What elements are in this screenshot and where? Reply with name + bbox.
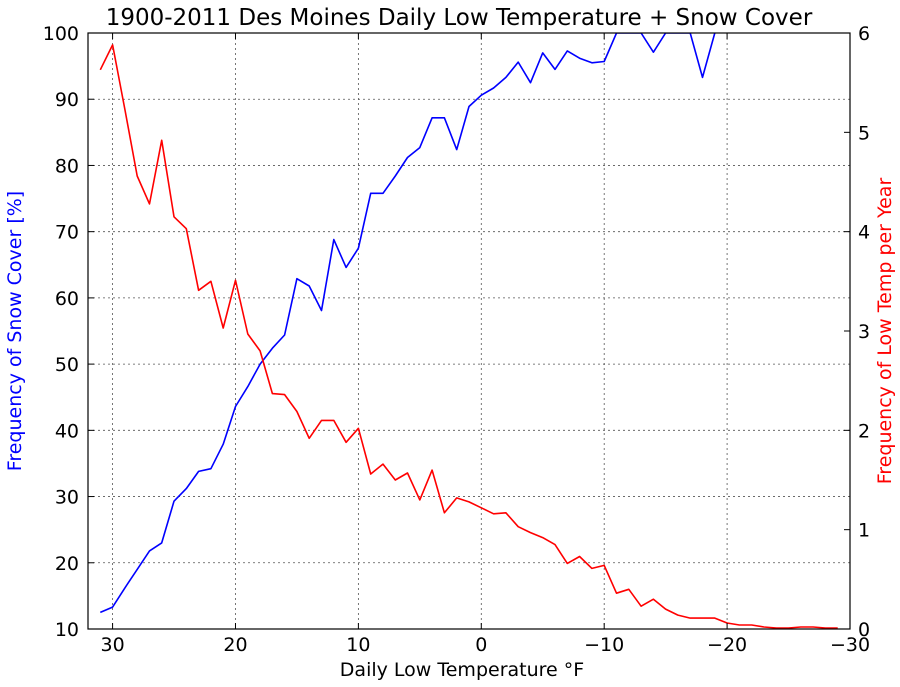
y-right-tick-label: 3: [858, 321, 870, 343]
x-tick-label: 30: [100, 634, 124, 656]
y-right-tick-label: 5: [858, 122, 870, 144]
y-axis-right-label: Frequency of Low Temp per Year: [874, 178, 896, 485]
y-right-tick-label: 6: [858, 23, 870, 45]
x-tick-label: −30: [830, 634, 870, 656]
y-left-tick-label: 60: [55, 288, 79, 310]
y-left-tick-label: 10: [55, 619, 79, 641]
y-left-tick-label: 70: [55, 222, 79, 244]
x-tick-label: −10: [584, 634, 624, 656]
y-right-tick-label: 4: [858, 222, 870, 244]
low-temp-frequency-line: [99, 44, 838, 629]
snow-cover-frequency-line: [99, 33, 716, 614]
y-axis-left-label: Frequency of Snow Cover [%]: [4, 191, 26, 471]
y-left-tick-label: 40: [55, 420, 79, 442]
y-left-tick-label: 30: [55, 487, 79, 509]
x-axis-label: Daily Low Temperature °F: [340, 659, 584, 681]
y-left-tick-label: 100: [43, 23, 79, 45]
y-right-tick-label: 0: [858, 619, 870, 641]
tick-labels: 30 20 10 0 −10 −20 −30102030405060708090100012…: [43, 23, 870, 656]
x-tick-label: 0: [475, 634, 487, 656]
series-lines: [99, 33, 838, 629]
tick-marks: [88, 32, 851, 630]
y-left-tick-label: 20: [55, 553, 79, 575]
x-tick-label: 10: [346, 634, 370, 656]
y-left-tick-label: 90: [55, 89, 79, 111]
y-left-tick-label: 80: [55, 155, 79, 177]
y-right-tick-label: 1: [858, 520, 870, 542]
x-tick-label: 20: [223, 634, 247, 656]
y-left-tick-label: 50: [55, 354, 79, 376]
y-right-tick-label: 2: [858, 420, 870, 442]
chart-title: 1900-2011 Des Moines Daily Low Temperatu…: [106, 5, 813, 31]
x-tick-label: −20: [707, 634, 747, 656]
